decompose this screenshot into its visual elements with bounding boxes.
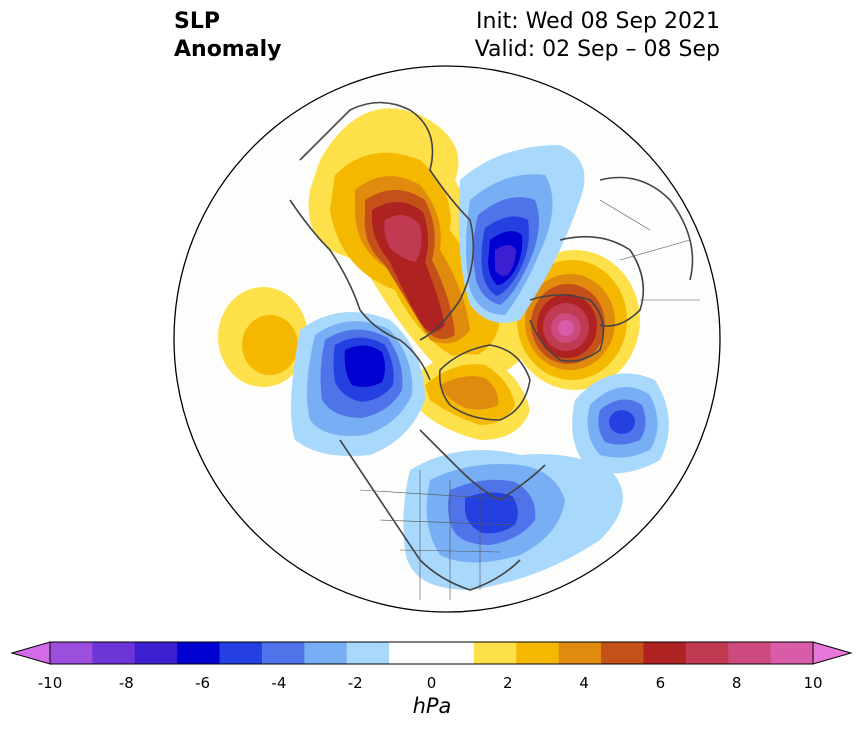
- borders: [359, 199, 700, 600]
- colorbar-cell: [516, 642, 560, 664]
- neg-anomaly-us-4: [465, 492, 518, 534]
- colorbar-cell: [601, 642, 644, 664]
- colorbar-cell: [346, 642, 390, 664]
- colorbar-frame: [49, 641, 814, 665]
- anomaly-field: [218, 108, 669, 590]
- colorbar-cell: [473, 642, 517, 664]
- colorbar: [10, 641, 853, 665]
- neg-anomaly-atlantic-4: [609, 410, 635, 434]
- colorbar-extend-high: [812, 641, 853, 665]
- pos-anomaly-greenland-3: [440, 376, 499, 410]
- title-line-1: SLP: [174, 9, 220, 34]
- colorbar-cell: [558, 642, 602, 664]
- globe-outline: [173, 65, 721, 613]
- colorbar-tick-label: -10: [37, 674, 63, 692]
- date-info: Init: Wed 08 Sep 2021 Valid: 02 Sep – 08…: [475, 8, 720, 64]
- pos-anomaly-pacific-core: [242, 315, 298, 375]
- colorbar-cell: [389, 642, 432, 664]
- colorbar-cell: [431, 642, 475, 664]
- colorbar-cell: [134, 642, 178, 664]
- colorbar-tick-label: -2: [347, 674, 363, 692]
- colorbar-tick-label: 0: [426, 674, 437, 692]
- colorbar-cell: [92, 642, 136, 664]
- colorbar-tick-label: 8: [731, 674, 742, 692]
- colorbar-tick-label: 4: [579, 674, 589, 692]
- colorbar-extend-low: [10, 641, 51, 665]
- pos-anomaly-europe-8: [558, 320, 574, 336]
- colorbar-tick-label: -4: [271, 674, 287, 692]
- colorbar-tick-label: -8: [118, 674, 134, 692]
- colorbar-cell: [685, 642, 729, 664]
- polar-map: [173, 65, 721, 613]
- colorbar-cell: [770, 642, 814, 664]
- colorbar-tick-label: 10: [803, 674, 823, 692]
- neg-anomaly-canada-5: [344, 345, 385, 387]
- colorbar-cell: [50, 642, 93, 664]
- title-line-2: Anomaly: [174, 37, 282, 62]
- valid-range: Valid: 02 Sep – 08 Sep: [474, 37, 720, 62]
- colorbar-cells: [10, 641, 853, 665]
- colorbar-unit: hPa: [412, 694, 452, 718]
- colorbar-tick-label: -6: [195, 674, 211, 692]
- colorbar-cell: [177, 642, 221, 664]
- colorbar-cell: [728, 642, 772, 664]
- colorbar-tick-label: 2: [503, 674, 513, 692]
- colorbar-cell: [219, 642, 263, 664]
- colorbar-cell: [261, 642, 305, 664]
- pos-anomaly-6: [384, 215, 422, 262]
- map-title: SLP Anomaly: [174, 8, 281, 64]
- coastlines: [289, 101, 694, 591]
- colorbar-cell: [643, 642, 687, 664]
- colorbar-tick-label: 6: [655, 674, 666, 692]
- colorbar-cell: [304, 642, 348, 664]
- init-date: Init: Wed 08 Sep 2021: [476, 9, 720, 34]
- neg-anomaly-arctic-6: [495, 245, 516, 276]
